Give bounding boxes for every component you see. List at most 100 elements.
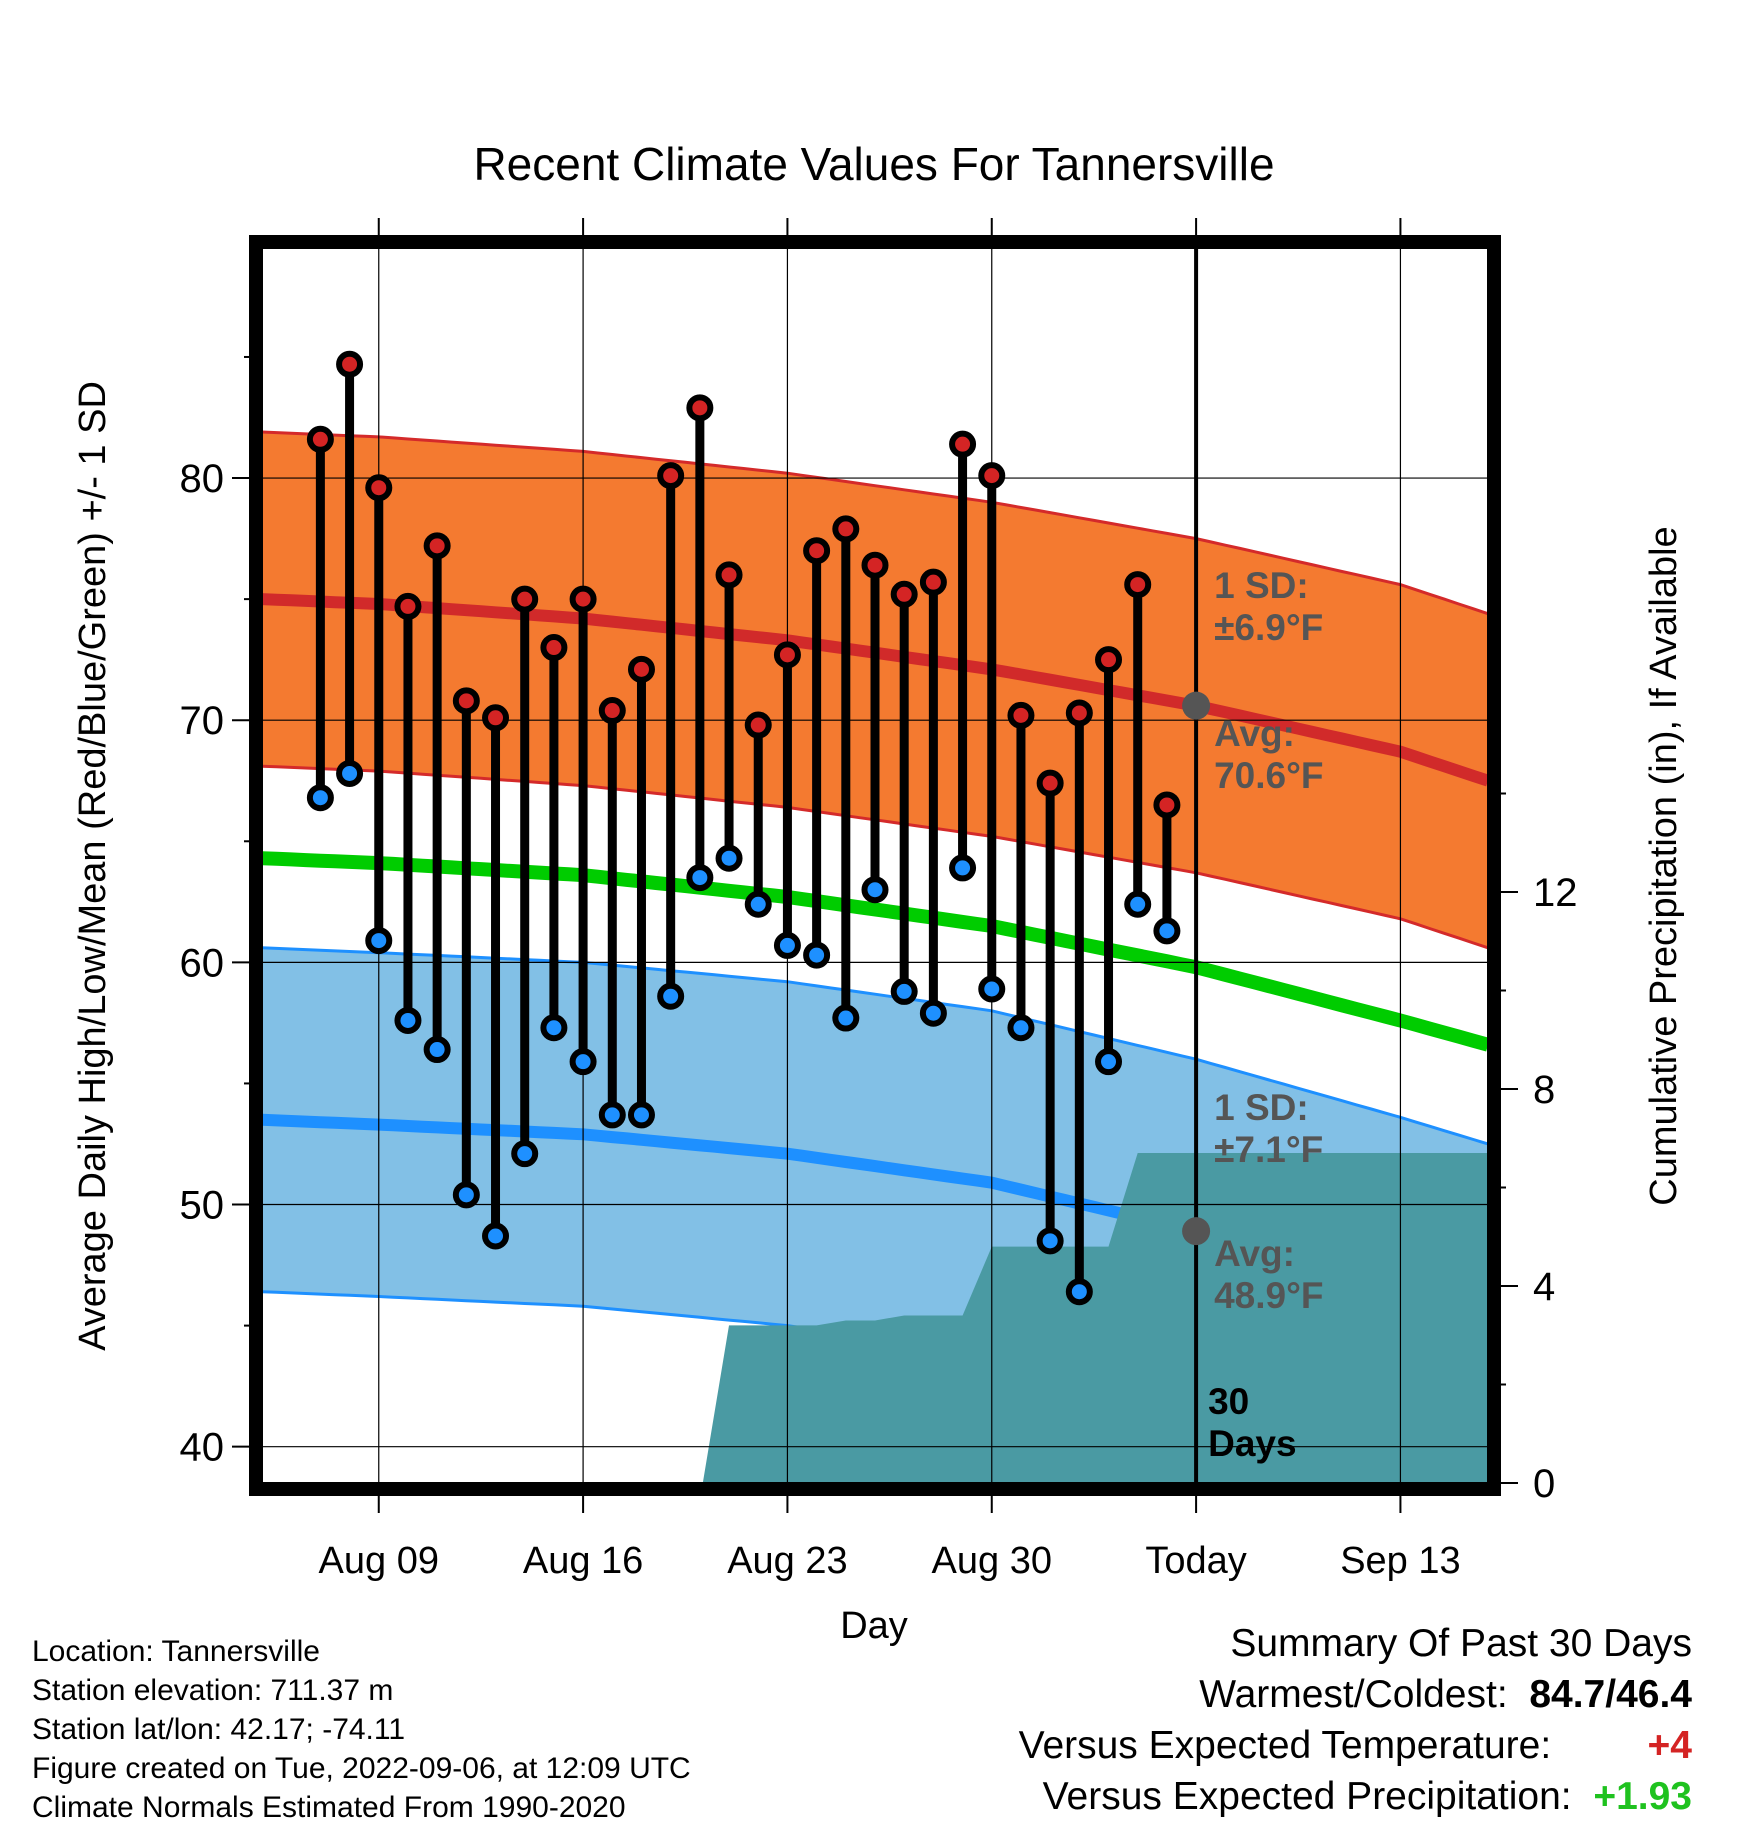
annotation-high-sd-1: 1 SD: [1214,565,1309,606]
precip-label: Versus Expected Precipitation: [1042,1775,1572,1818]
summary-title: Summary Of Past 30 Days [1230,1622,1692,1665]
annotation-low-avg-2: 48.9°F [1214,1275,1323,1316]
obs-high-point [803,537,831,565]
obs-low-point [336,759,364,787]
station-location: Location: Tannersville [32,1635,320,1668]
x-tick-label: Aug 23 [727,1540,847,1582]
obs-high-point [511,585,539,613]
obs-low-point [949,854,977,882]
x-tick-label: Today [1145,1540,1246,1582]
obs-high-point [919,568,947,596]
obs-high-point [627,655,655,683]
y2-tick-label: 4 [1533,1265,1555,1309]
y-tick-label: 80 [180,457,225,501]
x-tick-label: Aug 16 [523,1540,643,1582]
y-tick-label: 50 [180,1184,225,1228]
obs-low-point [832,1004,860,1032]
obs-low-point [1007,1014,1035,1042]
obs-low-point [423,1036,451,1064]
chart-title: Recent Climate Values For Tannersville [473,138,1274,190]
x-axis-label: Day [840,1605,908,1647]
figure-created: Figure created on Tue, 2022-09-06, at 12… [32,1752,691,1785]
obs-low-point [306,784,334,812]
annotation-low-sd-2: ±7.1°F [1214,1129,1323,1170]
obs-high-point [686,394,714,422]
station-elevation: Station elevation: 711.37 m [32,1674,394,1707]
obs-high-point [394,592,422,620]
obs-high-point [482,704,510,732]
obs-low-point [919,999,947,1027]
annotation-high-avg-1: Avg: [1214,713,1295,754]
y-tick-label: 60 [180,941,225,985]
obs-low-point [1065,1278,1093,1306]
obs-high-point [1153,791,1181,819]
obs-low-point [452,1181,480,1209]
obs-low-point [803,941,831,969]
y2-tick-label: 12 [1533,871,1578,915]
obs-low-point [1095,1048,1123,1076]
x-tick-label: Aug 09 [319,1540,439,1582]
y-axis-label: Average Daily High/Low/Mean (Red/Blue/Gr… [72,381,114,1351]
obs-low-point [569,1048,597,1076]
x-tick-label: Sep 13 [1340,1540,1460,1582]
obs-high-point [336,350,364,378]
obs-low-point [744,890,772,918]
annotation-high-avg-2: 70.6°F [1214,755,1323,796]
obs-low-point [715,844,743,872]
y-tick-label: 40 [180,1426,225,1470]
high-sd-upper-edge [262,430,1488,616]
y2-axis-label: Cumulative Precipitation (in), If Availa… [1643,526,1685,1205]
y2-tick-label: 0 [1533,1462,1555,1506]
obs-high-point [657,462,685,490]
obs-high-point [1007,701,1035,729]
obs-high-point [890,580,918,608]
summary-panel: Summary Of Past 30 Days Warmest/Coldest:… [692,1618,1692,1818]
summary-temp: Versus Expected Temperature: +4 [1019,1720,1692,1771]
obs-low-point [627,1101,655,1129]
temp-label: Versus Expected Temperature: [1018,1724,1552,1767]
y-tick-label: 70 [180,699,225,743]
precip-value: +1.93 [1593,1775,1692,1818]
obs-low-point [978,975,1006,1003]
today-low-normal-marker [1182,1217,1211,1246]
obs-low-point [773,931,801,959]
obs-high-point [452,687,480,715]
obs-high-point [832,515,860,543]
obs-high-point [949,430,977,458]
annotation-low-avg-1: Avg: [1214,1233,1295,1274]
temp-value: +4 [1647,1724,1692,1767]
obs-low-point [598,1101,626,1129]
obs-low-point [1036,1227,1064,1255]
obs-low-point [1153,917,1181,945]
precip-area [702,1153,1488,1483]
obs-high-point [365,474,393,502]
station-latlon: Station lat/lon: 42.17; -74.11 [32,1713,406,1746]
obs-low-point [540,1014,568,1042]
warmest-coldest-label: Warmest/Coldest: [1199,1673,1508,1716]
obs-low-point [1124,890,1152,918]
obs-high-point [861,551,889,579]
y2-tick-label: 8 [1533,1068,1555,1112]
warmest-coldest-value: 84.7/46.4 [1529,1673,1692,1716]
obs-high-point [773,641,801,669]
annotation-high-sd-2: ±6.9°F [1214,607,1323,648]
obs-high-point [1036,769,1064,797]
obs-high-point [1095,646,1123,674]
summary-precip: Versus Expected Precipitation: +1.93 [1043,1771,1692,1822]
summary-warmest-coldest: Warmest/Coldest: 84.7/46.4 [1199,1669,1692,1720]
obs-low-point [394,1006,422,1034]
today-high-normal-marker [1182,691,1211,720]
obs-high-point [540,634,568,662]
obs-high-point [598,697,626,725]
obs-low-point [482,1222,510,1250]
station-info: Location: Tannersville Station elevation… [32,1632,691,1827]
obs-low-point [861,876,889,904]
obs-high-point [569,585,597,613]
obs-high-point [978,462,1006,490]
obs-low-point [686,864,714,892]
obs-low-point [890,977,918,1005]
obs-low-point [365,927,393,955]
normals-period: Climate Normals Estimated From 1990-2020 [32,1791,626,1824]
